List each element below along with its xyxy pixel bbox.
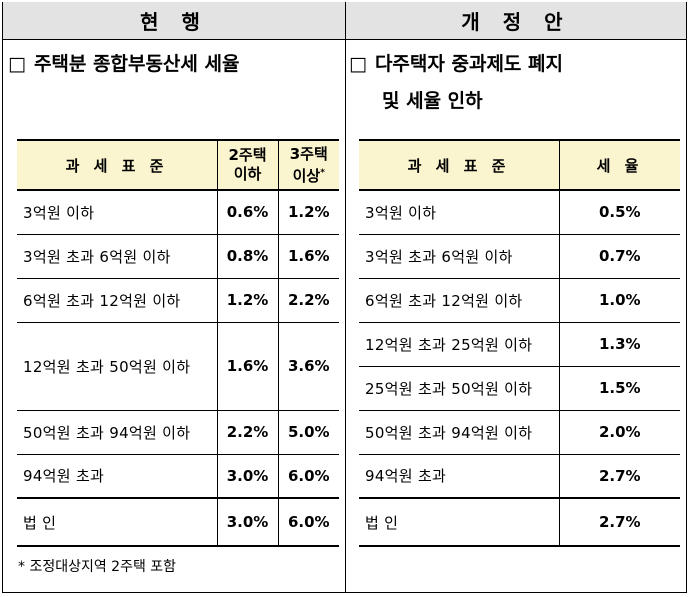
checkbox-square-icon: □ — [349, 53, 367, 75]
rate-header: 세 율 — [558, 139, 680, 191]
three-house-header: 3주택 이상* — [277, 139, 339, 191]
table-row: 3억원 이하 0.5% — [359, 189, 680, 235]
table-row: 6억원 초과 12억원 이하 1.2% 2.2% — [17, 277, 339, 323]
tax-base-header: 과 세 표 준 — [17, 139, 218, 191]
table-row: 법 인 3.0% 6.0% — [17, 497, 339, 547]
table-row: 6억원 초과 12억원 이하 1.0% — [359, 277, 680, 323]
tax-base-header: 과 세 표 준 — [359, 139, 560, 191]
current-section-text: 주택분 종합부동산세 세율 — [33, 53, 240, 75]
column-divider — [345, 2, 346, 593]
proposed-section-text-line1: 다주택자 중과제도 폐지 — [374, 53, 563, 75]
current-header: 현 행 — [3, 2, 345, 40]
table-row: 94억원 초과 2.7% — [359, 453, 680, 499]
table-row: 법 인 2.7% — [359, 497, 680, 547]
table-row: 12억원 초과 50억원 이하 1.6% 3.6% — [17, 321, 339, 411]
two-house-header: 2주택 이하 — [216, 139, 279, 191]
table-row: 25억원 초과 50억원 이하 1.5% — [359, 365, 680, 411]
current-section-title: □ 주택분 종합부동산세 세율 — [8, 47, 239, 81]
proposed-section-title-line2: 및 세율 인하 — [382, 90, 483, 112]
table-row: 3억원 이하 0.6% 1.2% — [17, 189, 339, 235]
proposed-rate-table: 과 세 표 준 세 율 3억원 이하 0.5% 3억원 초과 6억원 이하 0.… — [359, 139, 680, 547]
footnote: * 조정대상지역 2주택 포함 — [18, 559, 177, 575]
table-row: 50억원 초과 94억원 이하 2.0% — [359, 409, 680, 455]
current-rate-table: 과 세 표 준 2주택 이하 3주택 이상* 3억원 이하 0.6% 1.2% 3억… — [17, 139, 339, 547]
table-row: 94억원 초과 3.0% 6.0% — [17, 453, 339, 499]
checkbox-square-icon: □ — [8, 53, 26, 75]
footnote-marker: * — [320, 167, 325, 178]
proposed-header: 개 정 안 — [346, 2, 686, 40]
table-row: 50억원 초과 94억원 이하 2.2% 5.0% — [17, 409, 339, 455]
table-row: 12억원 초과 25억원 이하 1.3% — [359, 321, 680, 367]
table-row: 3억원 초과 6억원 이하 0.8% 1.6% — [17, 233, 339, 279]
proposed-section-title: □ 다주택자 중과제도 폐지 — [349, 47, 563, 81]
table-row: 3억원 초과 6억원 이하 0.7% — [359, 233, 680, 279]
